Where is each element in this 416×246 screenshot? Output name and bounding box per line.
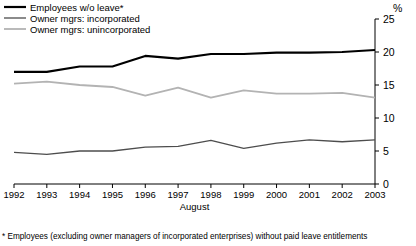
chart: 0 5 10 15 20 25% 1992 1993 1994 1995 1996 1997 1998 1… — [0, 0, 416, 246]
footnote: * Employees (excluding owner managers of… — [2, 232, 367, 241]
y-tick — [375, 52, 379, 53]
y-label: % — [393, 2, 402, 14]
y-tick-label: 0 — [383, 178, 389, 190]
x-axis — [14, 184, 375, 185]
y-tick — [375, 151, 379, 152]
y-tick-label: 25 — [383, 13, 395, 25]
x-tick — [14, 184, 15, 188]
x-tick-label: 2002 — [332, 189, 353, 200]
legend-label: Owner mgrs: unincorporated — [30, 24, 150, 35]
x-tick-label: 1994 — [69, 189, 90, 200]
x-tick-label: 1992 — [3, 189, 24, 200]
x-tick — [243, 184, 244, 188]
x-tick-label: 1996 — [135, 189, 156, 200]
x-tick — [46, 184, 47, 188]
plot-area — [14, 50, 375, 154]
x-tick — [210, 184, 211, 188]
x-tick-label: 1995 — [102, 189, 123, 200]
legend-label: Employees w/o leave* — [30, 2, 124, 13]
y-tick-label: 10 — [383, 112, 395, 124]
y-axis — [375, 19, 376, 184]
x-tick-label: 1998 — [200, 189, 221, 200]
x-tick-label: 2003 — [364, 189, 385, 200]
x-tick — [276, 184, 277, 188]
legend-label: Owner mgrs: incorporated — [30, 13, 140, 24]
x-tick — [309, 184, 310, 188]
x-tick-label: 1999 — [233, 189, 254, 200]
legend-swatch — [4, 28, 26, 30]
y-tick-label: 20 — [383, 46, 395, 58]
x-label: August — [180, 201, 210, 212]
series-line — [14, 50, 375, 72]
y-tick — [375, 118, 379, 119]
y-tick-label: 5 — [383, 145, 389, 157]
y-tick-label: 15 — [383, 79, 395, 91]
series-line — [14, 140, 375, 155]
x-tick — [145, 184, 146, 188]
legend: Employees w/o leave*Owner mgrs: incorpor… — [4, 2, 150, 35]
series-line — [14, 82, 375, 98]
x-tick — [342, 184, 343, 188]
legend-swatch — [4, 17, 26, 18]
y-tick — [375, 184, 379, 185]
x-tick-label: 2001 — [299, 189, 320, 200]
x-tick — [178, 184, 179, 188]
x-tick-label: 1993 — [36, 189, 57, 200]
x-tick — [375, 184, 376, 188]
legend-swatch — [4, 6, 26, 8]
x-tick — [79, 184, 80, 188]
x-tick — [112, 184, 113, 188]
y-tick — [375, 19, 379, 20]
y-tick — [375, 85, 379, 86]
x-tick-label: 2000 — [266, 189, 287, 200]
x-tick-label: 1997 — [168, 189, 189, 200]
